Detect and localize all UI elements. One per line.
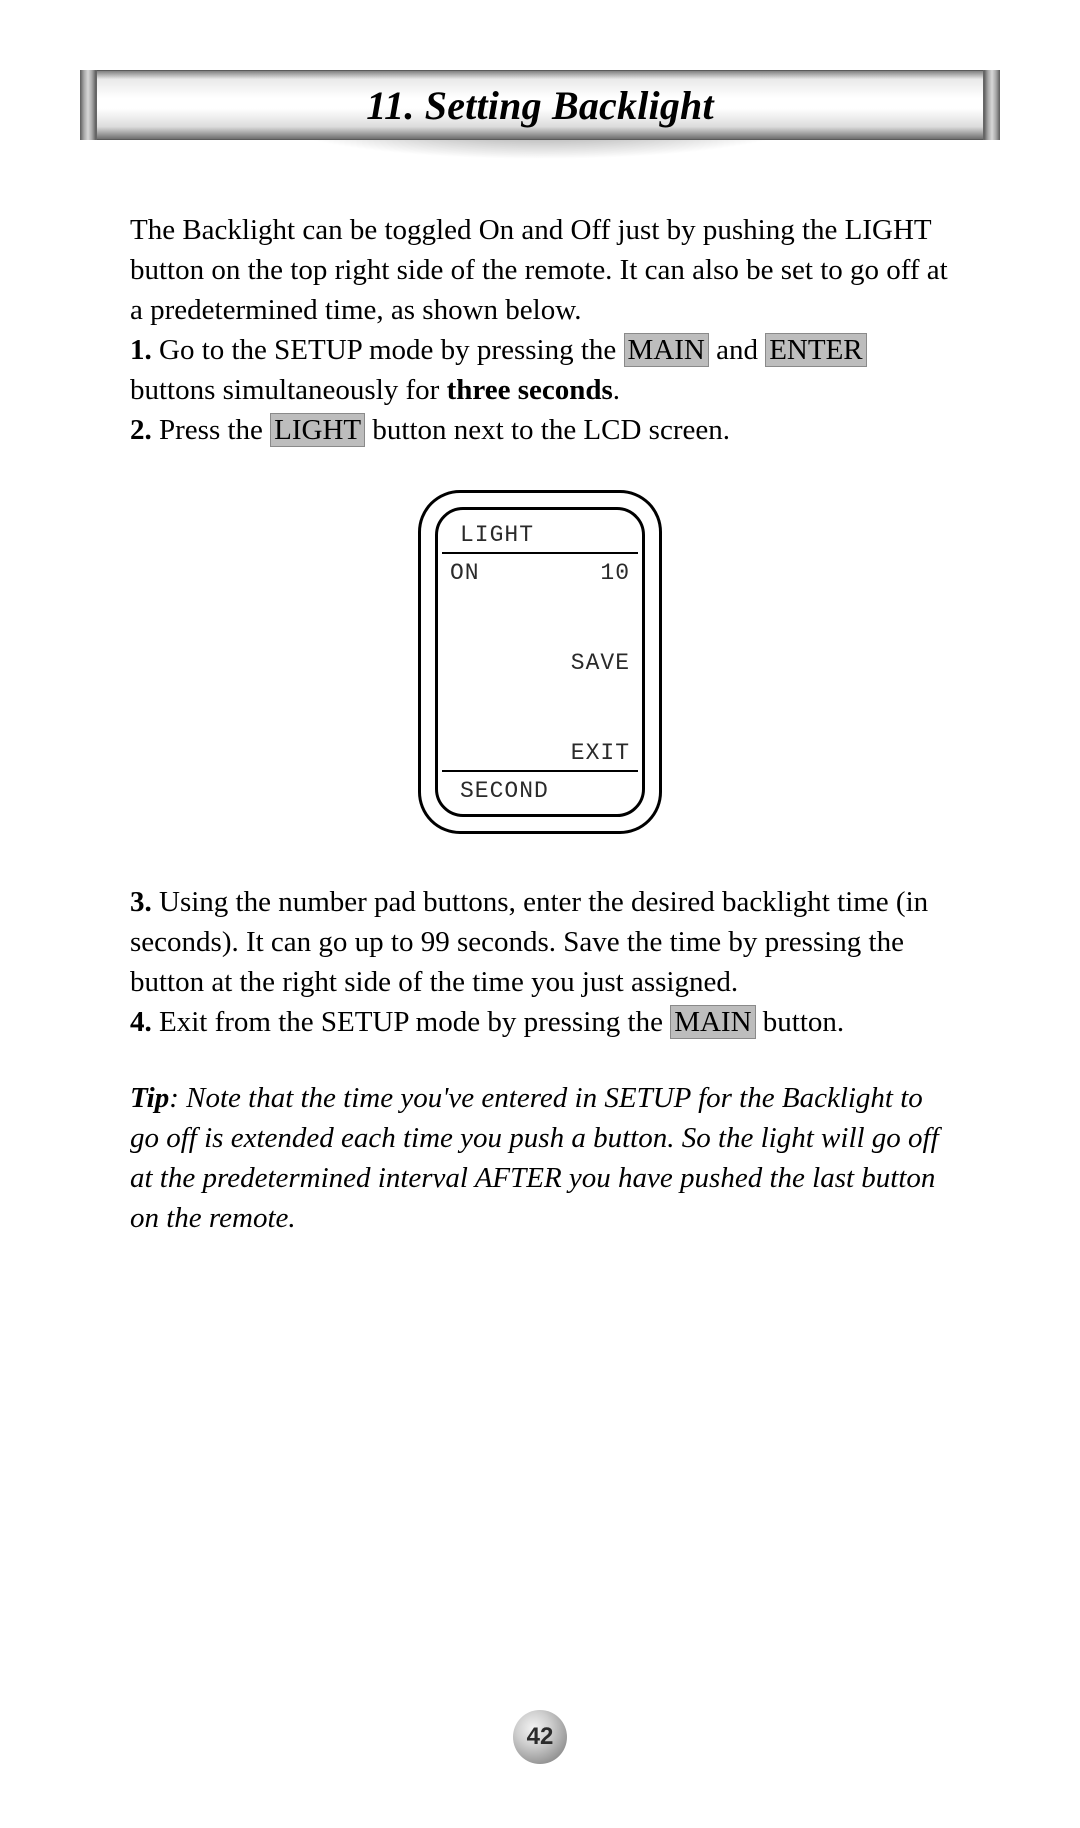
title-banner: 11. Setting Backlight [80, 70, 1000, 140]
step-4: 4. Exit from the SETUP mode by pressing … [130, 1002, 950, 1042]
light-button-label: LIGHT [270, 413, 365, 447]
step-1-number: 1. [130, 334, 152, 366]
step-2-text-a: Press the [152, 414, 270, 446]
lcd-title-row: LIGHT [438, 520, 642, 552]
content-body: The Backlight can be toggled On and Off … [130, 210, 950, 1238]
step-3-text: Using the number pad buttons, enter the … [130, 886, 928, 998]
step-1-text-a: Go to the SETUP mode by pressing the [152, 334, 624, 366]
page-number: 42 [527, 1723, 554, 1751]
step-1-text-d: . [613, 374, 620, 406]
lcd-second-row: SECOND [438, 776, 642, 808]
step-1: 1. Go to the SETUP mode by pressing the … [130, 330, 950, 410]
step-4-number: 4. [130, 1006, 152, 1038]
step-1-text-c: buttons simultaneously for [130, 374, 447, 406]
lcd-screen: LIGHT ON 10 SAVE EXIT SECOND [435, 507, 645, 817]
tip-label: Tip [130, 1082, 169, 1114]
manual-page: 11. Setting Backlight The Backlight can … [0, 0, 1080, 1828]
step-2: 2. Press the LIGHT button next to the LC… [130, 410, 950, 450]
step-2-text-b: button next to the LCD screen. [365, 414, 730, 446]
lcd-exit: EXIT [571, 738, 630, 770]
step-4-text-b: button. [756, 1006, 845, 1038]
tip-paragraph: Tip: Note that the time you've entered i… [130, 1078, 950, 1238]
lcd-exit-row: EXIT [438, 738, 642, 770]
lcd-save-row: SAVE [438, 648, 642, 680]
lcd-figure: LIGHT ON 10 SAVE EXIT SECOND [130, 490, 950, 834]
step-3-number: 3. [130, 886, 152, 918]
main-button-label-2: MAIN [670, 1005, 755, 1039]
step-2-number: 2. [130, 414, 152, 446]
step-4-text-a: Exit from the SETUP mode by pressing the [152, 1006, 670, 1038]
lcd-on-value: 10 [600, 558, 630, 590]
tip-text: : Note that the time you've entered in S… [130, 1082, 939, 1234]
step-3: 3. Using the number pad buttons, enter t… [130, 882, 950, 1002]
step-1-text-b: and [709, 334, 765, 366]
page-number-badge: 42 [513, 1710, 567, 1764]
banner-bar: 11. Setting Backlight [80, 70, 1000, 140]
step-1-bold: three seconds [447, 374, 613, 406]
lcd-outer-frame: LIGHT ON 10 SAVE EXIT SECOND [418, 490, 662, 834]
lcd-divider-top [442, 552, 638, 554]
lcd-on-label: ON [450, 558, 480, 590]
lcd-second: SECOND [460, 776, 549, 808]
lcd-title: LIGHT [460, 520, 534, 552]
intro-paragraph: The Backlight can be toggled On and Off … [130, 210, 950, 330]
section-title: 11. Setting Backlight [366, 82, 714, 129]
lcd-divider-bottom [442, 770, 638, 772]
enter-button-label: ENTER [765, 333, 866, 367]
main-button-label: MAIN [624, 333, 709, 367]
lcd-on-row: ON 10 [438, 558, 642, 590]
lcd-save: SAVE [571, 648, 630, 680]
